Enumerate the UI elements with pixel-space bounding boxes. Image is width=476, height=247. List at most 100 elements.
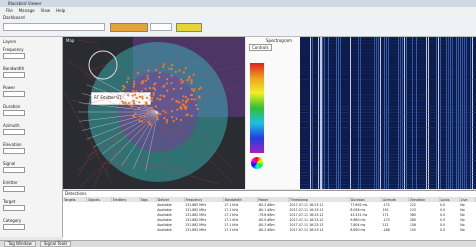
scan-row [300, 46, 476, 47]
layer-dropdown[interactable] [3, 91, 25, 97]
detection-dot [139, 96, 141, 98]
detection-dot [187, 98, 189, 100]
detection-dot [184, 67, 186, 69]
spectrogram-title: Spectrogram [266, 38, 292, 43]
map-canvas: RF Emitter 01 [63, 37, 245, 189]
detection-dot [193, 74, 195, 76]
menu-item[interactable]: File [6, 8, 13, 13]
layer-dropdown[interactable] [3, 72, 25, 78]
layer-dropdown[interactable] [3, 205, 25, 211]
scan-row [300, 172, 476, 173]
table-cell: 155 [409, 227, 439, 232]
detection-dot [196, 108, 198, 110]
status-indicator [110, 23, 148, 32]
detection-dot [180, 79, 182, 81]
detection-dot [133, 80, 135, 82]
detection-dot [133, 102, 135, 104]
scan-row [300, 109, 476, 110]
layer-dropdown[interactable] [3, 53, 25, 59]
detection-dot [191, 82, 193, 84]
scan-row [300, 100, 476, 101]
scan-row [300, 76, 476, 77]
scan-row [300, 169, 476, 170]
scan-row [300, 52, 476, 53]
status-tab[interactable]: Signal Tools [40, 241, 71, 247]
detection-dot [122, 88, 124, 90]
detection-dot [185, 100, 187, 102]
layer-item: Category [3, 218, 55, 230]
color-wheel[interactable] [251, 157, 263, 169]
detection-dot [127, 77, 129, 79]
table-cell: 0.0 [439, 227, 459, 232]
detection-dot [125, 103, 127, 105]
scan-row [300, 91, 476, 92]
scan-row [300, 103, 476, 104]
detection-dot [181, 82, 183, 84]
scan-row [300, 148, 476, 149]
layer-dropdown[interactable] [3, 148, 25, 154]
detection-dot [166, 121, 168, 123]
search-field[interactable] [3, 23, 105, 31]
scan-row [300, 40, 476, 41]
detection-dot [150, 124, 152, 126]
menu-item[interactable]: View [41, 8, 51, 13]
menu-item[interactable]: Manage [19, 8, 35, 13]
layer-dropdown[interactable] [3, 110, 25, 116]
table-cell: No [459, 227, 475, 232]
layer-dropdown[interactable] [3, 224, 25, 230]
scan-row [300, 136, 476, 137]
menu-item[interactable]: Help [56, 8, 65, 13]
table-cell: -80.2 dBm [257, 227, 289, 232]
detection-dot [192, 90, 194, 92]
scan-row [300, 151, 476, 152]
table-cell: 2017-07-11 16:23:13 [289, 227, 350, 232]
table-cell: 17.1 kHz [223, 227, 257, 232]
detection-dot [185, 96, 187, 98]
detection-dot [133, 115, 135, 117]
detection-dot [178, 69, 180, 71]
controls-button[interactable]: Controls [249, 44, 272, 51]
scan-row [300, 184, 476, 185]
map-view[interactable]: RF Emitter 01 Map [63, 37, 245, 189]
scan-row [300, 70, 476, 71]
detection-dot [188, 77, 190, 79]
scan-row [300, 178, 476, 179]
scan-row [300, 157, 476, 158]
layer-dropdown[interactable] [3, 186, 25, 192]
scan-row [300, 61, 476, 62]
detection-dot [178, 101, 180, 103]
detection-dot [175, 71, 177, 73]
detection-dot [138, 101, 140, 103]
detection-dot [147, 78, 149, 80]
scan-row [300, 55, 476, 56]
status-tab[interactable]: Tag Window [4, 241, 36, 247]
detection-dot [141, 95, 143, 97]
detection-dot [180, 106, 182, 108]
detection-dot [168, 68, 170, 70]
detection-dot [187, 79, 189, 81]
detection-dot [158, 113, 160, 115]
detection-dot [182, 95, 184, 97]
detection-dot [141, 120, 143, 122]
layer-dropdown[interactable] [3, 129, 25, 135]
detection-dot [141, 80, 143, 82]
scan-row [300, 112, 476, 113]
scan-row [300, 67, 476, 68]
scan-row [300, 145, 476, 146]
detection-dot [163, 117, 165, 119]
layer-dropdown[interactable] [3, 167, 25, 173]
dropdown[interactable] [150, 23, 172, 31]
scan-row [300, 37, 476, 38]
layer-item: Elevation [3, 142, 55, 154]
table-grid: TargetsSignalsEmittersTagsDeliverFrequen… [63, 197, 476, 232]
detection-dot [159, 72, 161, 74]
detections-table: Detections TargetsSignalsEmittersTagsDel… [63, 190, 476, 241]
detection-dot [176, 109, 178, 111]
detection-dot [159, 99, 161, 101]
detection-dot [171, 98, 173, 100]
detection-dot [162, 66, 164, 68]
detection-dot [145, 101, 147, 103]
toolbar: Dashboard [0, 14, 476, 37]
detection-dot [154, 89, 156, 91]
